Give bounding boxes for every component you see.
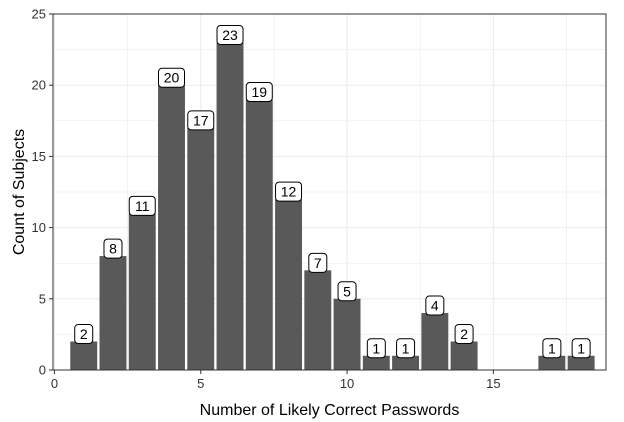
- y-tick-label: 10: [32, 220, 46, 235]
- data-label-box: [366, 338, 386, 359]
- x-axis-title: Number of Likely Correct Passwords: [200, 402, 460, 419]
- bar: [128, 213, 156, 370]
- data-label-box: [275, 181, 303, 202]
- data-label-box: [308, 252, 328, 273]
- data-label-box: [571, 338, 591, 359]
- panel-border: [52, 13, 607, 371]
- data-label: 5: [337, 281, 357, 302]
- bar: [362, 355, 390, 370]
- data-label: 7: [308, 252, 328, 273]
- data-label-text: 8: [109, 241, 117, 257]
- data-label-box: [158, 67, 185, 88]
- data-label-text: 2: [80, 326, 88, 342]
- data-label: 1: [396, 338, 416, 359]
- data-label: 8: [103, 238, 123, 259]
- data-label-text: 1: [548, 340, 556, 356]
- x-tick-label: 15: [486, 376, 500, 391]
- data-label-box: [216, 24, 244, 45]
- data-label-box: [542, 338, 562, 359]
- data-label: 1: [542, 338, 562, 359]
- bar: [421, 313, 449, 370]
- data-label-text: 17: [193, 112, 209, 128]
- data-label: 2: [74, 324, 94, 345]
- bar: [187, 127, 215, 370]
- data-label: 23: [216, 24, 244, 45]
- bar: [70, 341, 98, 370]
- data-label-text: 11: [135, 198, 150, 214]
- bar: [99, 256, 127, 370]
- bars: [70, 42, 595, 370]
- x-tick-label: 0: [51, 376, 58, 391]
- y-tick-label: 15: [32, 149, 46, 164]
- data-label: 2: [454, 324, 474, 345]
- bar: [245, 99, 273, 370]
- x-tick-label: 10: [340, 376, 354, 391]
- data-label-text: 4: [431, 298, 439, 314]
- bar: [567, 355, 595, 370]
- y-tick-label: 20: [32, 78, 46, 93]
- y-axis-title: Count of Subjects: [11, 129, 28, 255]
- data-label-text: 19: [251, 84, 267, 100]
- data-label-text: 7: [314, 255, 322, 271]
- data-label-text: 5: [343, 283, 351, 299]
- data-label: 1: [366, 338, 386, 359]
- data-label-box: [454, 324, 474, 345]
- data-label-text: 1: [402, 340, 410, 356]
- data-label-box: [245, 81, 273, 102]
- data-label-box: [337, 281, 357, 302]
- data-label-text: 1: [372, 340, 380, 356]
- bar: [538, 355, 566, 370]
- data-label-text: 2: [460, 326, 468, 342]
- data-label: 20: [158, 67, 185, 88]
- y-tick-label: 0: [39, 363, 46, 378]
- data-label-text: 20: [164, 70, 180, 86]
- data-label-box: [74, 324, 94, 345]
- data-label-box: [425, 295, 445, 316]
- data-label: 1: [571, 338, 591, 359]
- bar: [450, 341, 478, 370]
- data-label: 4: [425, 295, 445, 316]
- y-tick-label: 5: [39, 291, 46, 306]
- data-label: 12: [275, 181, 303, 202]
- y-tick-label: 25: [32, 7, 46, 22]
- data-label-box: [187, 110, 215, 131]
- data-label: 17: [187, 110, 215, 131]
- data-label-text: 1: [577, 340, 585, 356]
- bar: [275, 199, 302, 370]
- data-label: 19: [245, 81, 273, 102]
- data-label-text: 23: [222, 27, 238, 43]
- data-label-text: 12: [281, 184, 297, 200]
- bar: [216, 42, 244, 370]
- data-label: 11: [128, 195, 156, 216]
- data-label-box: [103, 238, 123, 259]
- bar: [392, 355, 420, 370]
- bar: [304, 270, 332, 370]
- bar: [158, 85, 185, 370]
- x-tick-label: 5: [197, 376, 204, 391]
- data-label-box: [396, 338, 416, 359]
- data-label-box: [128, 195, 156, 216]
- bar: [333, 298, 361, 370]
